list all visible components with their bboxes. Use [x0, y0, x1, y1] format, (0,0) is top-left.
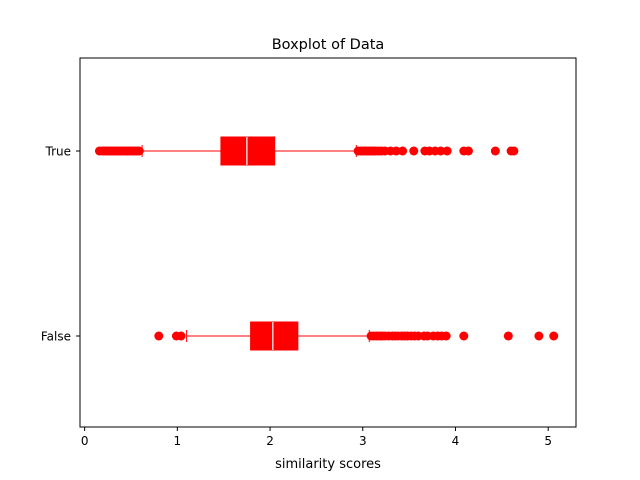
- outlier-point-false: [549, 331, 559, 341]
- outlier-point-true: [442, 146, 452, 156]
- y-tick-label-true: True: [45, 145, 72, 159]
- outlier-point-true: [436, 146, 446, 156]
- y-axis: True False: [41, 145, 80, 344]
- outlier-point-false: [503, 331, 513, 341]
- x-tick-label: 4: [452, 434, 460, 448]
- outlier-point-false: [441, 331, 451, 341]
- chart-title: Boxplot of Data: [272, 37, 385, 53]
- outlier-point-true: [134, 146, 144, 156]
- x-axis: 0 1 2 3 4 5: [81, 427, 552, 448]
- x-tick-label: 1: [174, 434, 182, 448]
- outlier-point-true: [463, 146, 473, 156]
- box-true: [220, 136, 276, 166]
- y-tick-label-false: False: [41, 330, 71, 344]
- outlier-point-false: [534, 331, 544, 341]
- outlier-point-true: [509, 146, 519, 156]
- x-axis-label: similarity scores: [275, 457, 381, 472]
- x-tick-label: 3: [359, 434, 367, 448]
- plot-frame: [79, 57, 577, 428]
- outlier-point-true: [398, 146, 408, 156]
- outlier-point-true: [391, 146, 401, 156]
- outlier-point-true: [409, 146, 419, 156]
- outlier-point-false: [459, 331, 469, 341]
- box-false: [250, 321, 299, 351]
- x-tick-label: 2: [266, 434, 274, 448]
- plot-area: [94, 136, 559, 351]
- outlier-point-false: [154, 331, 164, 341]
- outlier-point-true: [490, 146, 500, 156]
- x-tick-label: 5: [544, 434, 552, 448]
- x-tick-label: 0: [81, 434, 89, 448]
- outlier-point-false: [176, 331, 186, 341]
